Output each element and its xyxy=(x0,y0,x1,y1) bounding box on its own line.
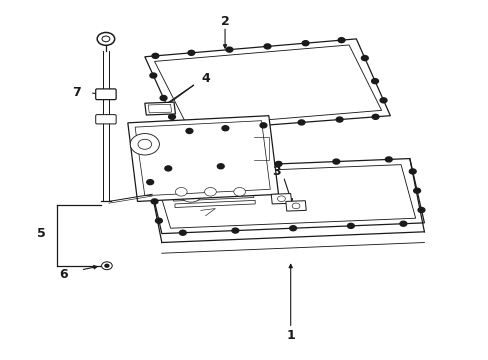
Circle shape xyxy=(379,98,386,103)
Circle shape xyxy=(277,196,285,202)
Circle shape xyxy=(233,188,245,196)
Circle shape xyxy=(417,207,424,212)
Text: 7: 7 xyxy=(72,86,81,99)
Circle shape xyxy=(225,47,232,52)
Polygon shape xyxy=(173,194,253,201)
Circle shape xyxy=(371,114,378,119)
Circle shape xyxy=(231,228,238,233)
Circle shape xyxy=(371,78,378,84)
Circle shape xyxy=(260,123,266,128)
Circle shape xyxy=(337,38,344,42)
Polygon shape xyxy=(169,175,249,182)
Circle shape xyxy=(361,55,367,60)
Circle shape xyxy=(275,161,282,166)
Circle shape xyxy=(298,120,305,125)
Text: 4: 4 xyxy=(201,72,209,85)
Polygon shape xyxy=(170,181,250,188)
Circle shape xyxy=(413,188,420,193)
Circle shape xyxy=(408,169,415,174)
Text: 6: 6 xyxy=(59,268,68,281)
Polygon shape xyxy=(135,121,270,196)
Circle shape xyxy=(138,139,151,149)
Polygon shape xyxy=(145,153,174,164)
Polygon shape xyxy=(147,158,424,234)
FancyBboxPatch shape xyxy=(96,89,116,100)
Circle shape xyxy=(180,186,201,202)
Polygon shape xyxy=(175,201,255,207)
Circle shape xyxy=(185,129,192,134)
Polygon shape xyxy=(271,194,291,204)
Circle shape xyxy=(179,230,186,235)
Circle shape xyxy=(347,223,354,228)
Circle shape xyxy=(152,53,159,58)
Polygon shape xyxy=(148,104,171,113)
Circle shape xyxy=(160,95,166,100)
Circle shape xyxy=(332,159,339,164)
Circle shape xyxy=(102,36,110,42)
Circle shape xyxy=(150,73,157,78)
Circle shape xyxy=(102,262,112,270)
Circle shape xyxy=(217,164,224,169)
Polygon shape xyxy=(154,165,415,228)
Circle shape xyxy=(399,221,406,226)
Text: 5: 5 xyxy=(37,227,45,240)
Circle shape xyxy=(291,203,299,209)
Circle shape xyxy=(336,117,342,122)
FancyBboxPatch shape xyxy=(96,114,116,124)
Polygon shape xyxy=(285,201,305,211)
Circle shape xyxy=(289,226,296,231)
Circle shape xyxy=(151,199,158,204)
Circle shape xyxy=(155,218,162,223)
Circle shape xyxy=(222,126,228,131)
Circle shape xyxy=(164,166,171,171)
Circle shape xyxy=(105,264,109,267)
Circle shape xyxy=(146,180,153,185)
Circle shape xyxy=(175,188,187,196)
Circle shape xyxy=(168,114,175,119)
Polygon shape xyxy=(154,45,381,126)
Circle shape xyxy=(302,41,308,46)
Circle shape xyxy=(264,44,270,49)
Circle shape xyxy=(130,134,159,155)
Text: 1: 1 xyxy=(286,329,294,342)
Circle shape xyxy=(187,50,194,55)
Circle shape xyxy=(204,188,216,196)
Polygon shape xyxy=(144,102,175,115)
Text: 3: 3 xyxy=(271,165,280,177)
Polygon shape xyxy=(127,116,278,202)
Text: 2: 2 xyxy=(220,14,229,27)
Circle shape xyxy=(97,32,115,45)
Polygon shape xyxy=(172,188,252,195)
Circle shape xyxy=(385,157,391,162)
Polygon shape xyxy=(144,39,389,132)
